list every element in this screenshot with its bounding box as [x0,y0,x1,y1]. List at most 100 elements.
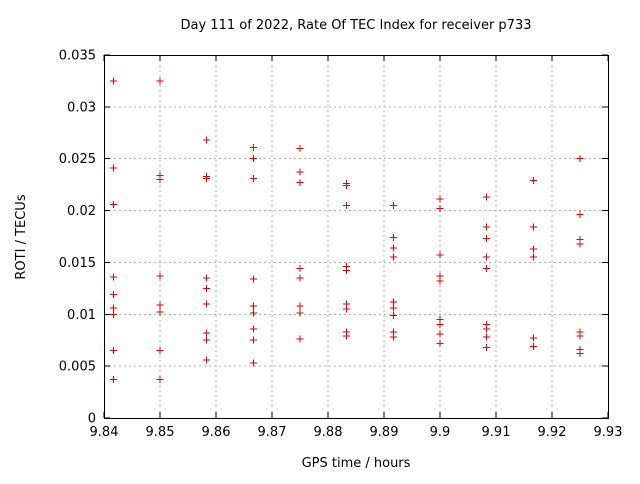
data-point-marker [482,325,490,333]
data-point-marker [156,77,164,85]
data-point-marker [482,193,490,201]
data-point-marker [436,195,444,203]
axis-tick-labels: 9.84 9.85 9.86 9.87 9.88 9.89 9.9 9.91 9.92 9.93 0… [59,49,623,441]
data-point-marker [342,201,350,209]
data-point-marker [436,339,444,347]
axis-ticks [103,54,609,419]
data-point-marker [110,310,118,318]
data-point-marker [342,305,350,313]
data-point-marker [250,336,258,344]
x-axis-label: GPS time / hours [302,456,411,471]
data-point-marker [576,155,584,163]
x-tick-label: 9.87 [258,425,287,440]
x-tick-label: 9.89 [370,425,399,440]
y-tick-label: 0 [88,412,96,427]
y-axis-label: ROTI / TECUs [14,194,29,279]
data-point-marker [296,168,304,176]
data-point-marker [250,143,258,151]
data-point-marker [530,342,538,350]
data-point-marker [576,240,584,248]
x-tick-label: 9.9 [430,425,451,440]
data-point-marker [202,174,210,182]
data-point-marker [250,302,258,310]
data-point-marker [576,211,584,219]
data-point-marker [530,245,538,253]
x-tick-label: 9.88 [314,425,343,440]
chart-title: Day 111 of 2022, Rate Of TEC Index for r… [181,18,532,33]
data-point-marker [110,376,118,384]
data-point-marker [390,333,398,341]
data-point-marker [296,265,304,273]
data-point-marker [202,284,210,292]
data-point-marker [156,347,164,355]
data-point-marker [482,235,490,243]
data-point-marker [202,136,210,144]
data-point-marker [482,343,490,351]
data-point-marker [436,204,444,212]
data-point-marker [390,298,398,306]
x-tick-label: 9.86 [202,425,231,440]
y-tick-label: 0.035 [59,49,96,64]
x-tick-label: 9.84 [90,425,119,440]
data-point-marker [482,265,490,273]
gridlines [104,55,608,418]
data-point-marker [250,359,258,367]
data-point-marker [250,275,258,283]
data-point-marker [202,356,210,364]
data-point-marker [202,274,210,282]
data-point-marker [156,175,164,183]
data-point-marker [436,251,444,259]
data-point-marker [110,77,118,85]
y-tick-label: 0.005 [59,360,96,375]
y-tick-label: 0.025 [59,152,96,167]
data-point-marker [390,304,398,312]
data-point-marker [530,334,538,342]
x-tick-label: 9.93 [594,425,623,440]
data-point-marker [250,174,258,182]
data-point-marker [296,144,304,152]
data-point-marker [390,244,398,252]
data-point-marker [110,273,118,281]
data-point-marker [110,164,118,172]
data-point-marker [342,267,350,275]
data-point-marker [390,201,398,209]
data-point-marker [482,333,490,341]
plot-border [104,55,609,419]
data-point-marker [202,329,210,337]
data-point-marker [530,253,538,261]
x-tick-label: 9.91 [482,425,511,440]
data-point-marker [296,309,304,317]
data-point-marker [482,223,490,231]
data-point-marker [296,335,304,343]
data-point-marker [110,291,118,299]
data-point-marker [390,234,398,242]
data-point-marker [296,179,304,187]
data-point-marker [482,253,490,261]
data-point-marker [250,325,258,333]
x-tick-label: 9.92 [538,425,567,440]
data-point-marker [156,272,164,280]
data-point-marker [530,223,538,231]
data-point-marker [202,300,210,308]
data-point-marker [110,200,118,208]
data-point-marker [202,336,210,344]
data-point-marker [156,376,164,384]
y-tick-label: 0.02 [67,204,96,219]
data-point-marker [342,182,350,190]
data-point-marker [250,155,258,163]
data-points [110,77,584,384]
data-point-marker [110,304,118,312]
data-point-marker [436,321,444,329]
data-point-marker [342,332,350,340]
data-point-marker [250,309,258,317]
plot-frame [104,55,609,419]
data-point-marker [156,308,164,316]
data-point-marker [436,277,444,285]
data-point-marker [390,311,398,319]
data-point-marker [110,347,118,355]
y-tick-label: 0.03 [67,100,96,115]
data-point-marker [390,253,398,261]
y-tick-label: 0.015 [59,256,96,271]
